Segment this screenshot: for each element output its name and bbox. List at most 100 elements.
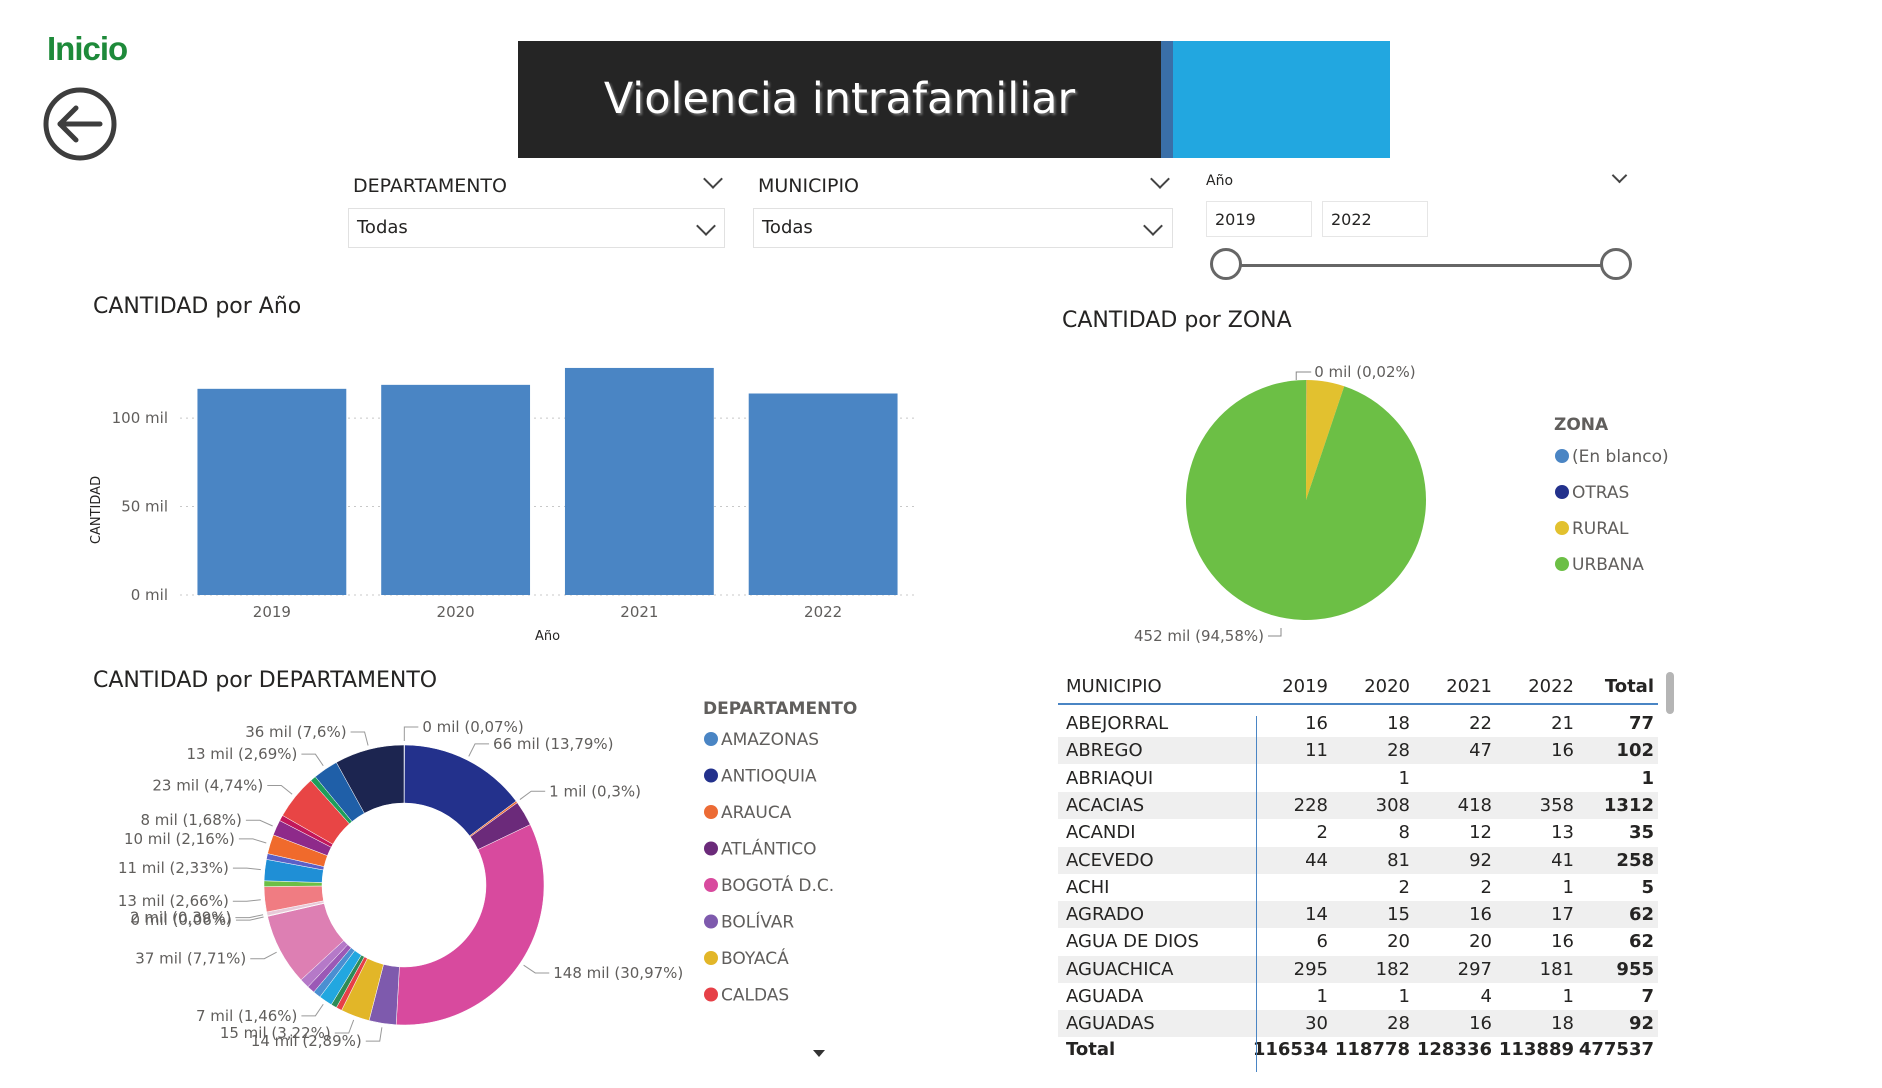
table-row[interactable]: AGUADAS 30 28 16 18 92	[1058, 1010, 1658, 1038]
table-cell: 297	[1457, 958, 1492, 980]
table-row[interactable]: AGUA DE DIOS 6 20 20 16 62	[1058, 928, 1658, 956]
table-row[interactable]: AGUACHICA 295 182 297 181 955	[1058, 955, 1658, 983]
departamento-legend-item[interactable]: BOGOTÁ D.C.	[721, 874, 834, 896]
table-row[interactable]: ACEVEDO 44 81 92 41 258	[1058, 846, 1658, 874]
table-cell: 17	[1551, 904, 1574, 926]
home-link[interactable]: Inicio	[47, 30, 128, 67]
table-cell: 7	[1641, 986, 1654, 1007]
legend-marker-icon	[704, 987, 718, 1002]
banner-blue-panel	[1173, 41, 1390, 158]
column-header[interactable]: 2019	[1282, 676, 1328, 697]
departamento-data-label: 36 mil (7,6%)	[245, 723, 346, 741]
zone-slice-2[interactable]	[1306, 380, 1345, 500]
departamento-data-label: 15 mil (3,22%)	[220, 1024, 331, 1042]
departamento-legend-item[interactable]: ATLÁNTICO	[721, 838, 817, 860]
table-row[interactable]: ABEJORRAL 16 18 22 21 77	[1058, 710, 1658, 737]
year-slider-end-handle[interactable]	[1600, 248, 1632, 280]
bar-2022[interactable]	[748, 393, 898, 595]
table-row[interactable]: ACACIAS 228 308 418 358 1312	[1058, 791, 1658, 819]
departamento-slicer-chevron-icon[interactable]	[703, 169, 723, 189]
table-row[interactable]: ABREGO 11 28 47 16 102	[1058, 737, 1658, 765]
departamento-legend-item[interactable]: AMAZONAS	[721, 730, 819, 750]
legend-scroll-down-icon[interactable]	[813, 1050, 825, 1057]
table-cell: 20	[1387, 931, 1410, 953]
table-cell: 1	[1398, 767, 1410, 789]
table-scrollbar[interactable]	[1666, 672, 1674, 714]
municipio-name: ABREGO	[1066, 740, 1143, 762]
zone-slice-3[interactable]	[1186, 380, 1426, 620]
table-cell	[1248, 874, 1328, 901]
bar-2020[interactable]	[381, 384, 531, 595]
table-cell: 12	[1469, 822, 1492, 844]
departamento-leader-line	[523, 964, 550, 974]
municipio-slicer-chevron-icon[interactable]	[1150, 169, 1170, 189]
column-header[interactable]: 2022	[1528, 676, 1574, 697]
table-cell: 18	[1551, 1013, 1574, 1035]
departamento-legend-item[interactable]: ANTIOQUIA	[721, 767, 817, 787]
column-header[interactable]: Total	[1604, 676, 1654, 697]
table-cell: 8	[1398, 822, 1410, 844]
municipio-name: AGUA DE DIOS	[1066, 931, 1199, 953]
column-header[interactable]: MUNICIPIO	[1066, 676, 1162, 697]
table-cell: 1	[1641, 767, 1654, 789]
departamento-data-label: 66 mil (13,79%)	[493, 735, 613, 753]
departamento-dropdown[interactable]: Todas	[348, 208, 725, 248]
legend-marker-icon	[704, 768, 718, 783]
table-cell: 358	[1539, 794, 1574, 816]
table-row[interactable]: ACHI 2 2 1 5	[1058, 873, 1658, 901]
year-to-input[interactable]: 2022	[1322, 201, 1428, 237]
back-arrow-icon[interactable]	[42, 86, 118, 162]
zone-data-label: 0 mil (0,02%)	[1314, 363, 1415, 381]
zone-legend-item[interactable]: OTRAS	[1572, 483, 1629, 503]
chevron-down-icon	[696, 216, 716, 236]
table-cell	[1248, 765, 1328, 792]
departamento-leader-line	[334, 1019, 355, 1034]
departamento-data-label: 14 mil (2,89%)	[251, 1032, 362, 1050]
bar-2021[interactable]	[564, 367, 714, 595]
table-cell: 2	[1480, 876, 1492, 898]
column-header[interactable]: 2020	[1364, 676, 1410, 697]
total-cell: 128336	[1416, 1038, 1492, 1060]
departamento-legend-item[interactable]: BOYACÁ	[721, 947, 789, 969]
departamento-data-label: 37 mil (7,71%)	[135, 950, 246, 968]
table-cell: 102	[1616, 740, 1654, 762]
departamento-legend-item[interactable]: CALDAS	[721, 986, 789, 1006]
table-cell: 16	[1551, 931, 1574, 953]
table-row[interactable]: ACANDI 2 8 12 13 35	[1058, 819, 1658, 847]
departamento-slice[interactable]	[395, 824, 545, 1026]
departamento-slicer-label: DEPARTAMENTO	[353, 175, 507, 197]
table-row[interactable]: AGUADA 1 1 4 1 7	[1058, 983, 1658, 1010]
pie-chart-by-zone: 0 mil (0,02%) 452 mil (94,58%) ZONA (En bla…	[1134, 363, 1669, 645]
departamento-leader-line	[235, 914, 264, 919]
anio-slicer-chevron-icon[interactable]	[1611, 167, 1628, 184]
year-from-input[interactable]: 2019	[1206, 201, 1312, 237]
table-cell: 30	[1305, 1013, 1328, 1035]
bar-2019[interactable]	[197, 388, 347, 595]
departamento-data-label: 7 mil (1,46%)	[196, 1007, 297, 1025]
table-cell: 44	[1305, 849, 1328, 871]
table-cell: 258	[1616, 849, 1654, 871]
table-header: MUNICIPIO 2019 2020 2021 2022 Total	[1058, 667, 1658, 705]
column-header[interactable]: 2021	[1446, 676, 1492, 697]
municipio-name: AGRADO	[1066, 904, 1145, 926]
table-cell: 14	[1305, 904, 1328, 926]
legend-marker-icon	[704, 914, 718, 929]
departamento-legend-item[interactable]: ARAUCA	[721, 803, 792, 823]
zone-data-label: 452 mil (94,58%)	[1134, 627, 1264, 645]
table-cell: 92	[1628, 1013, 1654, 1035]
municipio-name: ABRIAQUI	[1066, 767, 1154, 789]
table-cell: 41	[1551, 849, 1574, 871]
table-row[interactable]: ABRIAQUI 1 1	[1058, 764, 1658, 792]
zone-legend-item[interactable]: RURAL	[1572, 519, 1629, 539]
zone-legend-item[interactable]: URBANA	[1572, 555, 1644, 575]
municipio-dropdown[interactable]: Todas	[753, 208, 1173, 248]
departamento-slice[interactable]	[336, 744, 405, 814]
departamento-leader-line	[365, 1027, 383, 1042]
table-row[interactable]: AGRADO 14 15 16 17 62	[1058, 901, 1658, 929]
table-cell: 20	[1469, 931, 1492, 953]
zone-legend-item[interactable]: (En blanco)	[1572, 447, 1669, 467]
departamento-leader-line	[301, 753, 324, 767]
year-slider-start-handle[interactable]	[1210, 248, 1242, 280]
table-cell: 308	[1375, 794, 1410, 816]
departamento-legend-item[interactable]: BOLÍVAR	[721, 911, 794, 933]
